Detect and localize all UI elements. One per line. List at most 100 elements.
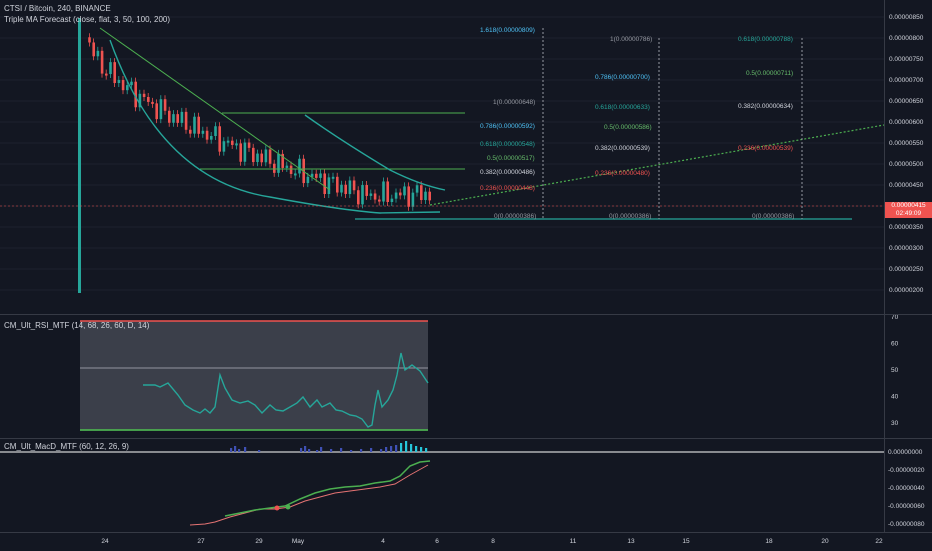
fib1-level-05: 0.5(0.00000517) (487, 155, 535, 162)
macd-axis[interactable]: 0.00000000 -0.00000020 -0.00000040 -0.00000… (884, 439, 932, 532)
fib3-level-0618: 0.618(0.00000788) (738, 36, 793, 43)
rsi-axis[interactable]: 70 60 50 40 30 (884, 314, 932, 438)
forecast-dotted-line (429, 124, 884, 206)
fib1-level-0786: 0.786(0.00000592) (480, 123, 535, 130)
macd-hist-bar (320, 447, 323, 452)
macd-hist-bar (244, 447, 247, 452)
time-label-18: 18 (765, 538, 773, 545)
candle-body (201, 130, 205, 134)
candle-body (159, 99, 163, 120)
fib2-level-0: 0(0.00000386) (609, 213, 651, 220)
price-axis-labels: 0.00000850 0.00000800 0.00000750 0.00000700… (889, 14, 924, 294)
fib3-level-0236: 0.236(0.00000539) (738, 145, 793, 152)
macd-line (224, 460, 431, 517)
candle-body (264, 149, 268, 163)
candle-body (121, 80, 125, 91)
candle-body (117, 80, 121, 84)
candle-body (310, 173, 314, 177)
candle-body (231, 140, 234, 145)
candle-body (344, 184, 347, 195)
macd-tick-label: -0.00000080 (888, 521, 925, 528)
fib2-level-0382: 0.382(0.00000539) (595, 145, 650, 152)
price-tick-label: 0.00000250 (889, 266, 924, 273)
price-tick-label: 0.00000750 (889, 56, 924, 63)
macd-hist-bar (304, 446, 307, 452)
macd-pane[interactable]: CM_Ult_MacD_MTF (60, 12, 26, 9) (0, 439, 884, 532)
fib2-level-0618: 0.618(0.00000633) (595, 104, 650, 111)
candle-body (336, 176, 339, 193)
candle-body (424, 191, 427, 201)
time-axis[interactable] (0, 532, 932, 551)
candle-body (378, 199, 381, 202)
candle-body (407, 186, 410, 207)
main-chart-pane[interactable]: 1.618(0.00000809) 1(0.00000648) 0.786(0.… (0, 0, 884, 314)
symbol-legend[interactable]: CTSI / Bitcoin, 240, BINANCE (4, 4, 111, 13)
macd-hist-bar (234, 446, 237, 452)
candle-body (352, 180, 356, 191)
candle-body (340, 184, 343, 193)
candle-body (210, 136, 213, 140)
macd-hist-bar (420, 447, 423, 452)
macd-hist-bar (390, 446, 393, 452)
fib3-level-05: 0.5(0.00000711) (746, 70, 793, 77)
candle-body (168, 110, 171, 123)
candle-body (205, 130, 209, 140)
fib1-level-0236: 0.236(0.00000448) (480, 185, 535, 192)
candle-body (294, 173, 297, 176)
price-tick-label: 0.00000450 (889, 182, 924, 189)
macd-hist-bar (330, 449, 333, 452)
fib2-level-05: 0.5(0.00000586) (604, 124, 652, 131)
time-label-24: 24 (101, 538, 109, 545)
macd-legend[interactable]: CM_Ult_MacD_MTF (60, 12, 26, 9) (4, 442, 129, 451)
macd-hist-bar (308, 449, 311, 452)
time-label-may: May (291, 538, 305, 545)
candle-body (218, 126, 221, 152)
rsi-tick-label: 70 (891, 315, 899, 321)
macd-hist-bar (415, 446, 418, 452)
macd-hist-bar (370, 448, 373, 452)
candle-body (399, 192, 402, 196)
macd-hist-bar (385, 447, 388, 452)
candle-body (373, 193, 377, 200)
macd-hist-bar (238, 449, 241, 452)
pane-separator-1[interactable] (0, 314, 932, 315)
macd-cross-marker-bull (285, 504, 291, 510)
candle-body (92, 42, 95, 57)
fib1-level-0: 0(0.00000386) (494, 213, 536, 220)
macd-signal-line (189, 464, 429, 526)
last-price-tag: 0.00000415 (885, 202, 932, 210)
price-tick-label: 0.00000800 (889, 35, 924, 42)
macd-chart-canvas (0, 441, 884, 526)
candle-body (420, 185, 423, 201)
macd-hist-bar (395, 445, 398, 452)
rsi-legend[interactable]: CM_Ult_RSI_MTF (14, 68, 26, 60, D, 14) (4, 321, 150, 330)
candle-body (113, 62, 116, 84)
rsi-pane[interactable]: CM_Ult_RSI_MTF (14, 68, 26, 60, D, 14) (0, 315, 884, 438)
candle-body (222, 141, 226, 152)
candle-body (226, 140, 230, 143)
pane-separator-2[interactable] (0, 438, 932, 439)
time-label-20: 20 (821, 538, 829, 545)
candle-body (130, 81, 133, 86)
price-chart-canvas[interactable]: 1.618(0.00000809) 1(0.00000648) 0.786(0.… (0, 0, 884, 314)
price-axis[interactable]: 0.00000850 0.00000800 0.00000750 0.00000700… (884, 0, 932, 314)
candle-body (151, 101, 154, 104)
moving-average-curve (109, 39, 441, 214)
candle-body (239, 143, 242, 162)
price-tick-label: 0.00000550 (889, 140, 924, 147)
macd-hist-bar (350, 450, 353, 452)
descending-trendline (99, 27, 331, 191)
candle-body (109, 62, 112, 75)
price-tick-label: 0.00000650 (889, 98, 924, 105)
fib2-level-0786: 0.786(0.00000700) (595, 74, 650, 81)
price-tick-label: 0.00000600 (889, 119, 924, 126)
candle-body (214, 126, 217, 137)
candle-body (361, 185, 364, 205)
indicator-legend[interactable]: Triple MA Forecast (close, flat, 3, 50, … (4, 15, 170, 24)
candle-body (260, 153, 263, 163)
rsi-tick-label: 40 (891, 394, 899, 401)
rsi-chart-canvas[interactable] (0, 315, 884, 438)
macd-axis-labels: 0.00000000 -0.00000020 -0.00000040 -0.00000… (888, 449, 925, 528)
macd-hist-bar (380, 449, 383, 452)
macd-tick-label: -0.00000020 (888, 467, 925, 474)
